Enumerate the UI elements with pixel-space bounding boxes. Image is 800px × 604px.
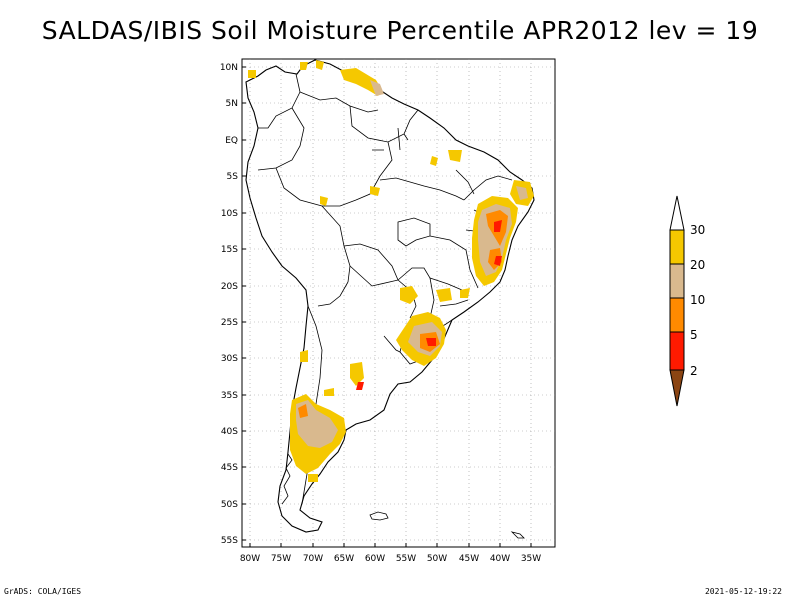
latitude-label: 45S <box>221 463 238 473</box>
colorbar-label-2: 2 <box>690 364 698 378</box>
longitude-label: 65W <box>334 554 354 564</box>
latitude-label: 15S <box>221 245 238 255</box>
latitude-label: 20S <box>221 282 238 292</box>
map-frame <box>241 58 556 548</box>
longitude-label: 45W <box>459 554 479 564</box>
longitude-label: 70W <box>303 554 323 564</box>
latitude-label: 40S <box>221 427 238 437</box>
colorbar-label-5: 5 <box>690 328 698 342</box>
longitude-label: 50W <box>427 554 447 564</box>
latitude-label: 5S <box>227 172 239 182</box>
longitude-label: 35W <box>521 554 541 564</box>
colorbar-label-30: 30 <box>690 223 705 237</box>
islands <box>281 453 525 539</box>
country-borders <box>257 73 513 505</box>
percentile-shading <box>248 60 534 482</box>
latitude-label: 50S <box>221 500 238 510</box>
chart-title: SALDAS/IBIS Soil Moisture Percentile APR… <box>41 16 759 45</box>
latitude-label: 30S <box>221 354 238 364</box>
colorbar-swatch-2-5 <box>669 331 685 371</box>
longitude-label: 60W <box>365 554 385 564</box>
latitude-label: 10S <box>221 209 238 219</box>
colorbar-label-20: 20 <box>690 258 705 272</box>
footer-timestamp: 2021-05-12-19:22 <box>704 587 782 596</box>
latitude-label: 35S <box>221 391 238 401</box>
colorbar: 30 20 10 5 2 <box>669 195 705 407</box>
latitude-label: 5N <box>226 99 238 109</box>
latitude-labels: 10N 5N EQ 5S 10S 15S 20S 25S 30S 35S 40S 45S 50S 55S <box>220 63 246 546</box>
longitude-label: 40W <box>490 554 510 564</box>
colorbar-top-arrow <box>669 195 685 231</box>
colorbar-swatch-20-30 <box>669 229 685 265</box>
longitude-labels: 80W 75W 70W 65W 60W 55W 50W 45W 40W 35W <box>240 543 541 564</box>
longitude-label: 80W <box>240 554 260 564</box>
colorbar-bottom-arrow <box>669 369 685 407</box>
footer-credit: GrADS: COLA/IGES <box>4 587 82 596</box>
latitude-label: 10N <box>220 63 238 73</box>
colorbar-swatch-5-10 <box>669 297 685 333</box>
latitude-label: 25S <box>221 318 238 328</box>
longitude-label: 75W <box>271 554 291 564</box>
longitude-label: 55W <box>396 554 416 564</box>
map-grid <box>242 59 555 547</box>
latitude-label: EQ <box>225 136 238 146</box>
colorbar-swatch-10-20 <box>669 263 685 299</box>
latitude-label: 55S <box>221 536 238 546</box>
colorbar-label-10: 10 <box>690 293 705 307</box>
